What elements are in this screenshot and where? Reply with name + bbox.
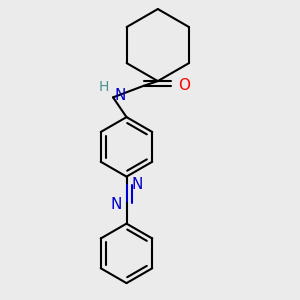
- Text: N: N: [131, 177, 142, 192]
- Text: O: O: [178, 78, 190, 93]
- Text: H: H: [99, 80, 109, 94]
- Text: N: N: [110, 197, 122, 212]
- Text: N: N: [115, 88, 126, 103]
